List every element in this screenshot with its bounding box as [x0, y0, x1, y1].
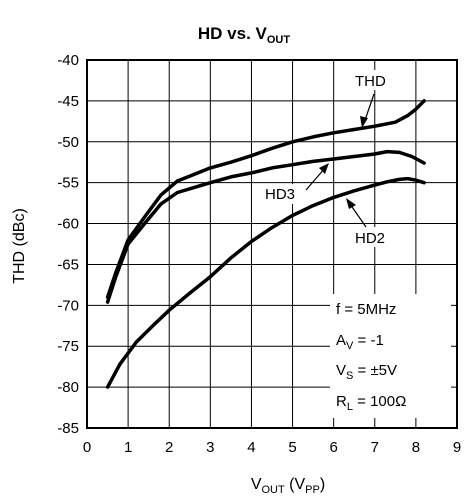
y-tick-label: -45 — [57, 93, 79, 110]
series-label-hd3: HD3 — [265, 186, 295, 203]
annotation-gain: AV = -1 — [336, 332, 384, 352]
label-hd3-group: HD3 — [262, 163, 329, 204]
x-axis-title: VOUT (VPP) — [251, 476, 325, 496]
y-tick-label: -60 — [57, 216, 79, 233]
y-axis-title: THD (dBc) — [11, 208, 28, 284]
annotation-load: RL = 100Ω — [336, 393, 406, 413]
chart-title: HD vs. VOUT — [198, 24, 290, 46]
annotation-supply: VS = ±5V — [336, 362, 397, 382]
x-tick-label: 1 — [124, 439, 132, 456]
series-line-thd — [105, 99, 426, 299]
y-tick-label: -65 — [57, 256, 79, 273]
chart-title-subscript: OUT — [267, 34, 291, 46]
x-tick-label: 2 — [165, 439, 173, 456]
x-tick-label: 4 — [247, 439, 255, 456]
y-tick-label: -85 — [57, 420, 79, 437]
y-tick-label: -75 — [57, 338, 79, 355]
label-thd-group: THD — [352, 70, 396, 128]
x-tick-label: 0 — [83, 439, 91, 456]
series-group — [105, 99, 426, 389]
x-tick-label: 9 — [453, 439, 461, 456]
x-tick-label: 3 — [206, 439, 214, 456]
y-tick-label: -70 — [57, 297, 79, 314]
series-line-hd2 — [105, 176, 426, 389]
annotation-background — [330, 294, 451, 418]
series-label-hd2: HD2 — [355, 230, 385, 247]
y-tick-labels: -40 -45 -50 -55 -60 -65 -70 -75 -80 -85 — [57, 52, 79, 437]
x-tick-labels: 0 1 2 3 4 5 6 7 8 9 — [83, 439, 461, 456]
annotation-frequency: f = 5MHz — [336, 301, 396, 318]
series-label-thd: THD — [355, 73, 386, 90]
y-tick-label: -40 — [57, 52, 79, 69]
series-line-hd3 — [105, 149, 426, 304]
x-tick-label: 7 — [371, 439, 379, 456]
plot-frame — [86, 59, 458, 429]
x-tick-label: 8 — [412, 439, 420, 456]
y-tick-label: -80 — [57, 379, 79, 396]
x-tick-label: 5 — [288, 439, 296, 456]
y-tick-label: -50 — [57, 134, 79, 151]
x-tick-label: 6 — [329, 439, 337, 456]
y-tick-label: -55 — [57, 175, 79, 192]
label-hd2-group: HD2 — [346, 198, 396, 247]
